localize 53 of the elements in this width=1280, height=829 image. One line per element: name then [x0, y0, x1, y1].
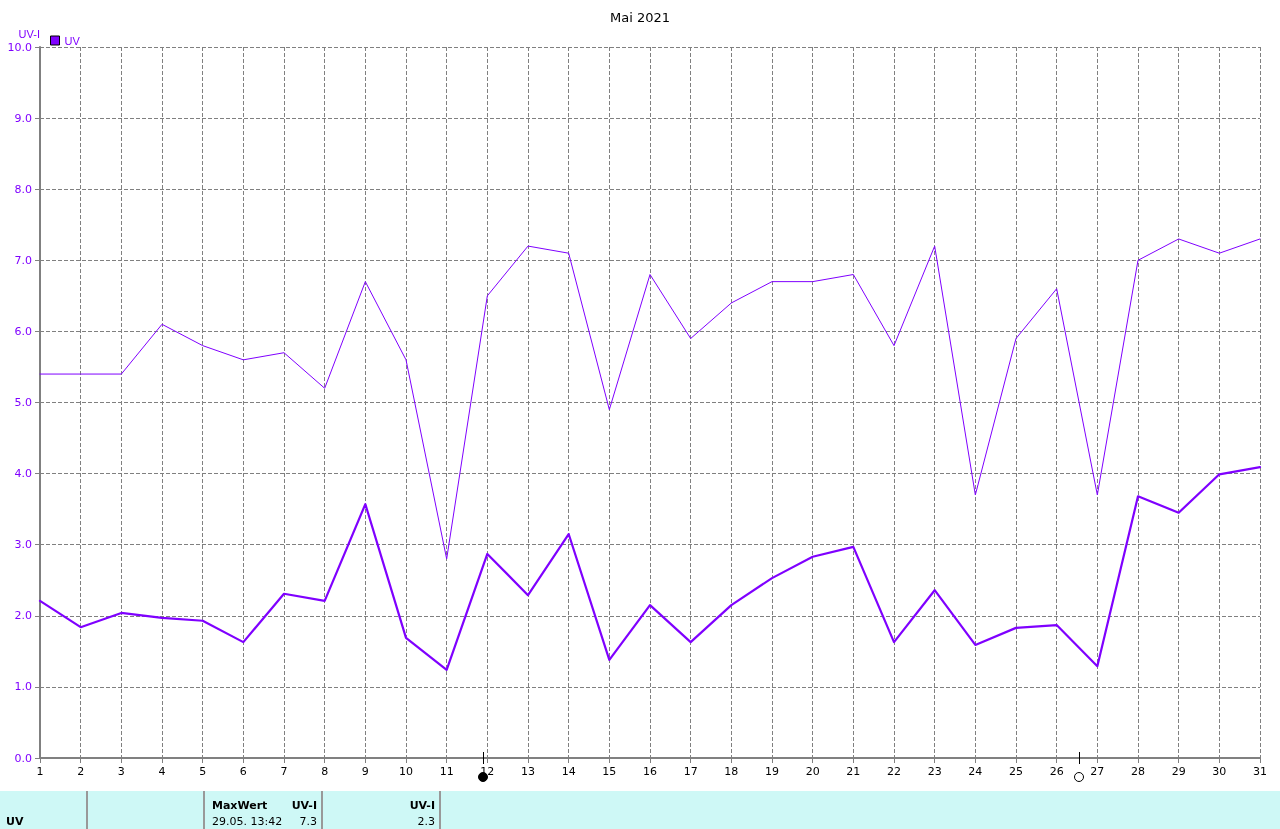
x-tick-label: 3 [117, 765, 125, 778]
x-tick-label: 8 [321, 765, 329, 778]
x-tick-label: 10 [399, 765, 413, 778]
x-tick-label: 27 [1090, 765, 1105, 778]
x-tick-label: 29 [1171, 765, 1186, 778]
y-axis-title: UV-I [18, 27, 40, 40]
x-tick-label: 4 [158, 765, 166, 778]
text: 29.05. 13:42 [212, 815, 283, 828]
x-tick-label: 14 [561, 765, 576, 778]
y-tick-label: 4.0 [14, 467, 32, 481]
x-tick-label: 17 [683, 765, 698, 778]
y-tick-label: 5.0 [14, 396, 32, 409]
y-tick-label: 6.0 [14, 324, 32, 338]
x-tick-label: 21 [846, 765, 861, 778]
x-tick-label: 1 [36, 765, 44, 778]
x-tick-label: 24 [968, 765, 983, 778]
text: MaxWert [212, 799, 268, 812]
x-tick-label: 2 [77, 765, 85, 778]
x-tick-label: 15 [602, 765, 617, 778]
x-tick-label: 13 [521, 765, 535, 778]
y-tick-label: 3.0 [14, 538, 32, 552]
y-tick-label: 0.0 [14, 751, 32, 765]
x-tick-label: 9 [361, 765, 369, 778]
x-tick-label: 28 [1131, 765, 1145, 778]
y-tick-label: 7.0 [14, 253, 32, 267]
y-tick-label: 1.0 [14, 680, 32, 694]
x-tick-label: 23 [927, 765, 942, 778]
x-tick-label: 6 [239, 765, 247, 778]
x-tick-label: 7 [280, 765, 288, 778]
line-series [39, 238, 1261, 560]
line-series [38, 466, 1262, 671]
x-tick-label: 11 [439, 765, 454, 778]
x-tick-label: 16 [643, 765, 657, 778]
text: UV [6, 815, 24, 828]
text: UV-I [409, 799, 435, 812]
chart-title: Mai 2021 [609, 10, 671, 25]
y-tick-label: 8.0 [14, 182, 32, 196]
text: 2.3 [417, 815, 435, 828]
text: UV-I [291, 799, 317, 812]
x-tick-label: 22 [887, 765, 901, 778]
legend-label: UV [64, 34, 81, 47]
x-tick-label: 20 [805, 765, 820, 778]
x-tick-label: 26 [1049, 765, 1064, 778]
text: 7.3 [299, 815, 317, 828]
x-tick-label: 31 [1253, 765, 1267, 778]
x-tick-label: 19 [765, 765, 779, 778]
x-tick-label: 5 [199, 765, 207, 778]
x-tick-label: 18 [724, 765, 739, 778]
x-tick-label: 25 [1009, 765, 1023, 778]
y-tick-label: 10.0 [7, 40, 32, 54]
y-tick-label: 2.0 [14, 609, 32, 623]
x-tick-label: 30 [1212, 765, 1227, 778]
y-tick-label: 9.0 [14, 111, 32, 125]
